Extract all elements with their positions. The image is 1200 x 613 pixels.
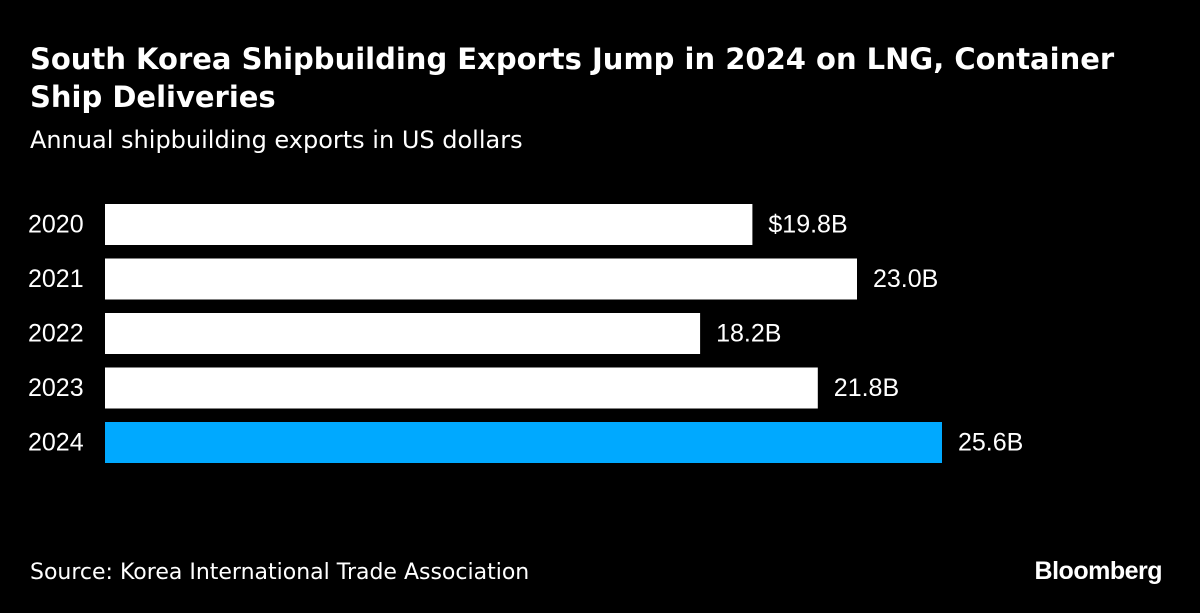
category-label-2022: 2022	[28, 320, 84, 348]
source-note: Source: Korea International Trade Associ…	[30, 560, 530, 585]
value-label-2020: $19.8B	[768, 211, 847, 239]
value-label-2021: 23.0B	[873, 265, 938, 293]
bar-2024	[105, 422, 942, 463]
value-label-2023: 21.8B	[834, 374, 899, 402]
value-label-2024: 25.6B	[958, 429, 1023, 457]
bar-2021	[105, 258, 857, 300]
value-label-2022: 18.2B	[716, 320, 781, 348]
bloomberg-logo: Bloomberg	[1034, 557, 1163, 585]
bar-2022	[105, 313, 701, 354]
bar-chart: 2020 $19.8B 2021 23.0B 2022 18.2B 2023 21.8B 202…	[28, 204, 1023, 463]
category-label-2024: 2024	[28, 429, 84, 457]
category-label-2021: 2021	[28, 265, 84, 293]
chart-title: South Korea Shipbuilding Exports Jump in…	[30, 42, 1115, 114]
chart-subtitle: Annual shipbuilding exports in US dollar…	[30, 126, 523, 154]
bar-2023	[105, 367, 818, 409]
category-label-2020: 2020	[28, 211, 84, 239]
category-label-2023: 2023	[28, 374, 84, 402]
bar-2020	[105, 204, 753, 245]
